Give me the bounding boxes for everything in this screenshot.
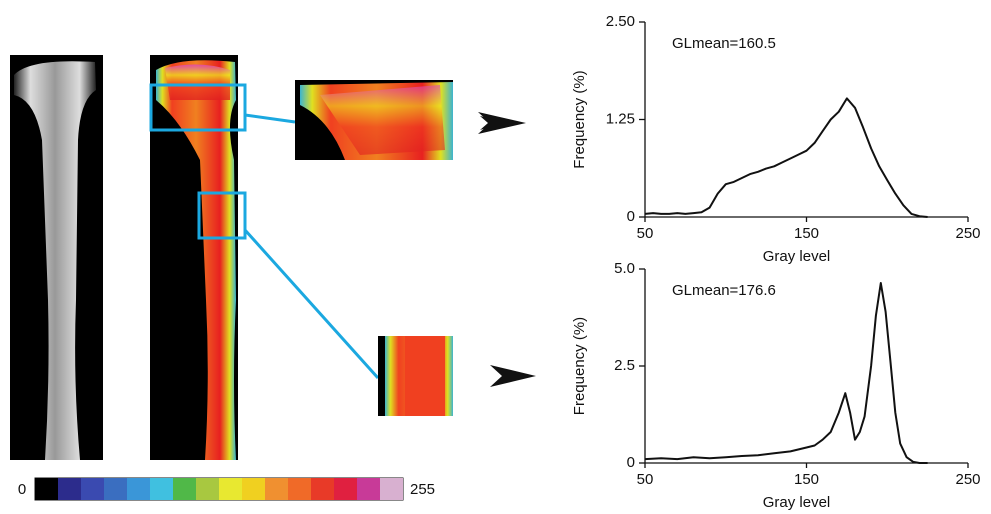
y-tick-label: 1.25 (606, 110, 635, 127)
annotation: GLmean=160.5 (672, 35, 776, 52)
arrows (478, 112, 536, 387)
annotation: GLmean=176.6 (672, 282, 776, 299)
x-axis-label: Gray level (763, 494, 831, 511)
data-line (644, 97, 928, 218)
x-axis-label: Gray level (763, 248, 831, 265)
x-tick-label: 50 (637, 225, 654, 242)
y-axis-label: Frequency (%) (571, 317, 588, 415)
x-tick-label: 150 (794, 471, 819, 488)
data-line (644, 282, 928, 464)
y-tick-label: 2.5 (614, 357, 635, 374)
colorbar-max: 255 (410, 481, 435, 498)
x-tick-label: 150 (794, 225, 819, 242)
x-tick-label: 250 (955, 225, 980, 242)
y-tick-label: 5.0 (614, 260, 635, 277)
x-tick-label: 50 (637, 471, 654, 488)
xray-image (10, 55, 103, 460)
y-tick-label: 0 (627, 454, 635, 471)
y-axis-label: Frequency (%) (571, 70, 588, 168)
colormap-image (149, 55, 380, 460)
colorbar: 0 255 (18, 477, 435, 501)
inset-top (295, 80, 453, 160)
x-tick-label: 250 (955, 471, 980, 488)
y-tick-label: 0 (627, 208, 635, 225)
inset-bottom (378, 336, 453, 416)
y-tick-label: 2.50 (606, 13, 635, 30)
colorbar-min: 0 (18, 481, 26, 498)
